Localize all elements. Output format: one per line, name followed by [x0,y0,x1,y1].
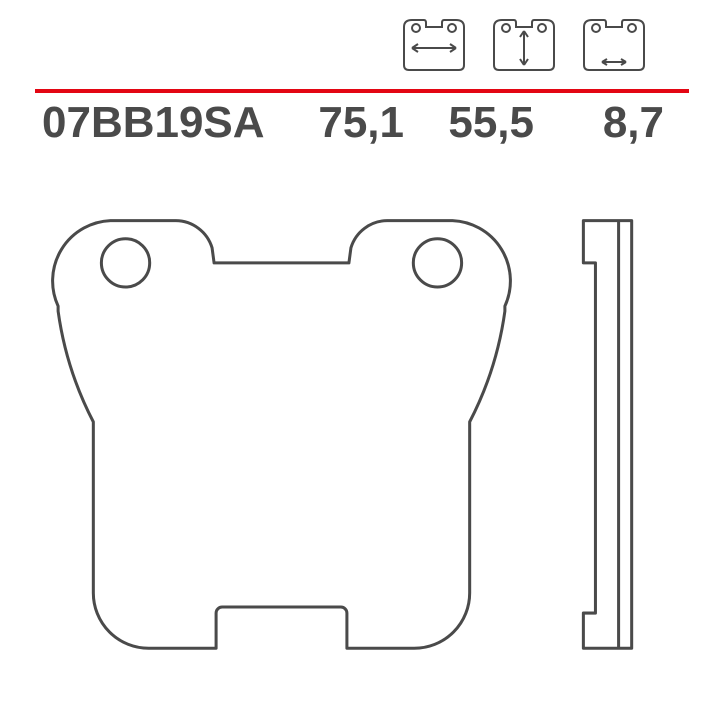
dimension-icons-row [394,15,654,75]
code-and-dimensions-row: 07BB19SA 75,1 55,5 8,7 [42,98,664,148]
brake-pad-diagram [40,190,684,694]
page-container: 07BB19SA 75,1 55,5 8,7 [0,0,724,724]
dim-thickness: 8,7 [574,98,664,148]
dim-height: 55,5 [444,98,534,148]
part-code: 07BB19SA [42,98,265,148]
dimensions-group: 75,1 55,5 8,7 [314,98,664,148]
dim-width: 75,1 [314,98,404,148]
dim-icon-thickness [574,15,654,75]
dim-icon-width [394,15,474,75]
dim-icon-height [484,15,564,75]
accent-divider [35,80,689,84]
